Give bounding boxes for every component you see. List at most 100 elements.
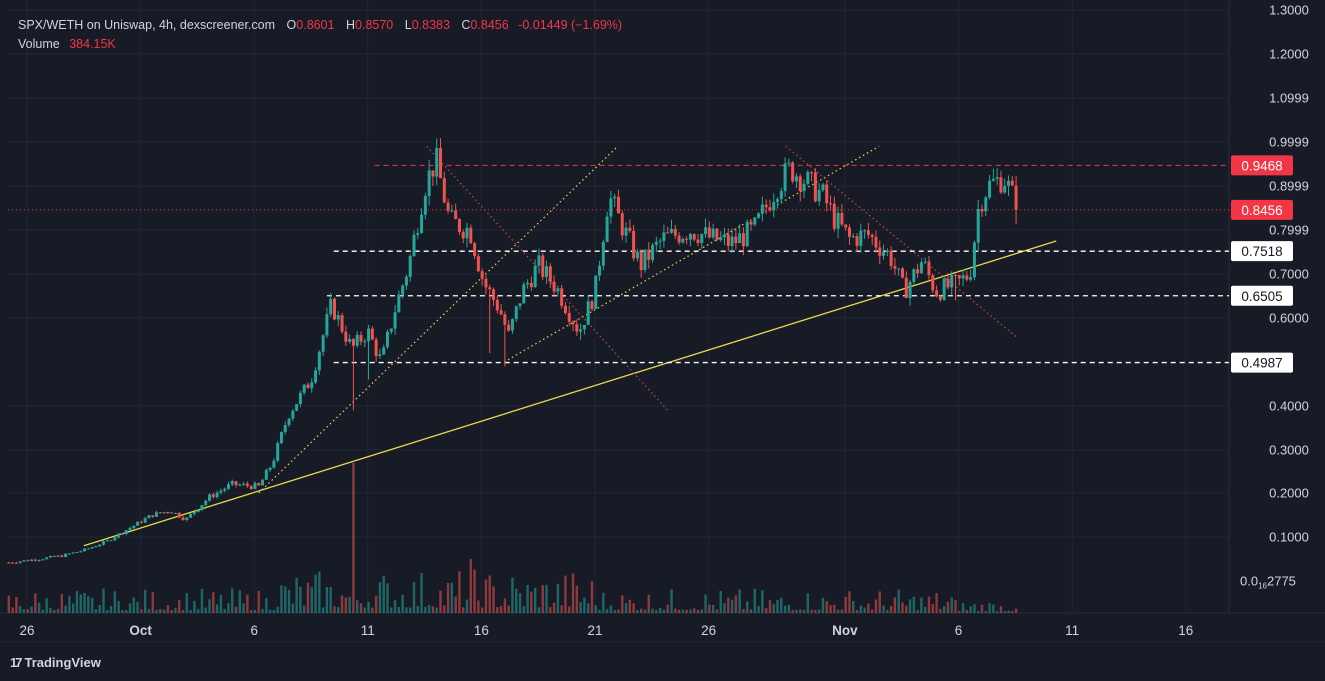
candle-body [181,517,185,520]
volume-bar [874,599,878,613]
candle-body [579,329,583,332]
volume-bar [204,607,207,613]
volume-bar [833,604,836,613]
volume-bar [401,594,404,613]
candle-body [745,221,749,247]
candle-body [105,540,109,542]
candle-body [688,234,692,240]
volume-bar [363,607,366,613]
volume-bar [200,589,204,613]
candle-body [124,530,128,534]
volume-bar [526,585,529,613]
volume-bar [878,591,881,613]
volume-value: 384.15K [69,37,116,51]
candle-body [101,541,105,545]
volume-bar [795,609,798,613]
candle-body [813,172,817,202]
candle-body [18,561,22,563]
volume-bar [764,608,768,613]
candle-body [794,176,798,182]
volume-bar [41,609,45,613]
volume-bar [560,605,563,613]
candle-body [991,178,995,181]
volume-bar [446,583,450,613]
candle-body [211,494,215,498]
candle-body [863,230,867,232]
candle-body [931,275,935,291]
candle-body [798,176,802,192]
candle-body [245,483,249,487]
volume-bar [742,608,745,613]
volume-bar [215,604,219,613]
volume-bar [624,602,628,613]
candle-body [791,162,795,182]
volume-bar [704,594,707,613]
volume-bar [836,609,840,613]
candle-body [806,172,810,184]
candle-body [404,276,408,286]
volume-bar [931,604,934,613]
candle-body [136,521,140,526]
candle-body [821,184,825,191]
candle-body [340,315,344,332]
volume-bar [458,571,461,613]
volume-bar [132,597,135,613]
volume-bar [121,609,124,613]
volume-bar [859,605,863,613]
volume-bar [265,598,268,613]
candle-body [942,278,946,300]
volume-bar [1011,611,1014,613]
volume-bar [246,594,249,613]
price-marker: 0.8456 [1231,199,1293,220]
volume-bar [257,590,260,613]
tradingview-logo[interactable]: 17 TradingView [10,655,101,670]
candle-body [605,216,609,242]
volume-bar [386,583,389,613]
candle-body [348,338,352,342]
candle-body [476,256,480,272]
candle-body [344,331,348,342]
candle-body [219,490,223,493]
candle-body [151,515,155,517]
volume-bar [431,606,435,613]
volume-bar [942,606,946,613]
candle-body [541,255,545,277]
volume-bar [636,609,639,613]
trendline-rising-channel-2 [503,145,880,363]
candle-body [1010,180,1014,186]
candle-body [802,183,806,192]
candle-body [654,241,658,245]
volume-bar [427,604,431,613]
candle-body [317,351,321,371]
volume-bar [882,605,885,613]
trendline-rising-channel-1 [258,145,619,494]
candle-body [37,559,41,561]
candle-body [158,512,162,514]
candle-body [768,207,772,211]
candle-body [586,301,590,325]
candle-body [639,251,643,271]
volume-bar [552,602,556,613]
volume-bar [109,606,113,613]
candle-body [651,244,655,260]
volume-bar [908,599,912,613]
candle-body [817,190,821,202]
candle-body [908,281,912,299]
volume-bar [212,592,215,613]
candle-body [957,275,961,279]
candle-body [772,202,776,211]
volume-bar [628,599,632,613]
price-marker-label: 0.4987 [1241,356,1282,371]
volume-bar [219,594,223,613]
candle-body [382,347,386,355]
volume-bar [632,603,635,613]
volume-bar [159,609,162,613]
y-tick-label: 0.9999 [1269,135,1309,150]
candle-body [298,392,302,405]
candle-body [26,560,30,562]
candle-body [552,281,556,292]
volume-bar [83,593,86,613]
candle-body [41,559,45,561]
candle-body [33,559,37,561]
